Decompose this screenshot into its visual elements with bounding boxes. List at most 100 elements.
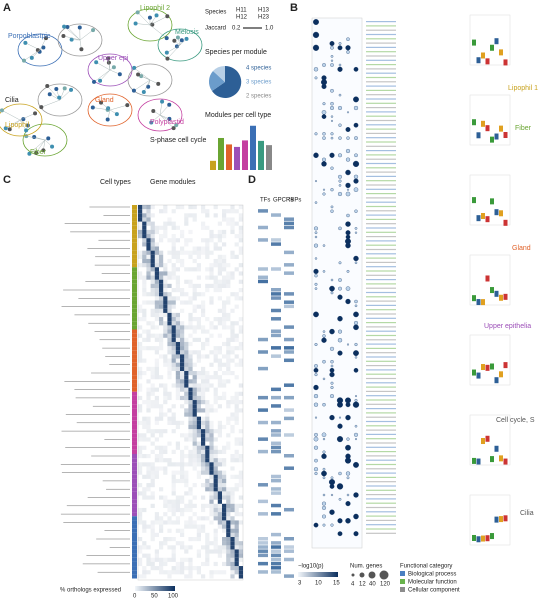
edge — [59, 89, 72, 101]
term-bar — [366, 180, 396, 182]
cell — [209, 445, 214, 450]
type-bar — [132, 458, 137, 463]
cluster-label: Gland — [95, 97, 114, 104]
cell — [142, 292, 147, 297]
cell — [150, 250, 155, 255]
cell — [188, 366, 193, 371]
cell — [167, 321, 172, 326]
cell — [209, 520, 214, 525]
cell — [192, 217, 197, 222]
cell — [196, 267, 201, 272]
category: Molecular function — [408, 580, 457, 586]
cell — [154, 304, 159, 309]
cell — [159, 404, 164, 409]
cell — [217, 474, 222, 479]
cell — [209, 300, 214, 305]
logo-letter — [503, 132, 508, 139]
cell — [180, 499, 185, 504]
type-bar — [132, 541, 137, 546]
cell — [238, 474, 243, 479]
term-bar — [366, 403, 396, 405]
panel-label: D — [248, 174, 256, 186]
cell — [230, 271, 235, 276]
cell — [209, 429, 214, 434]
cell — [188, 205, 193, 210]
cell — [171, 321, 176, 326]
term-bar — [366, 51, 396, 53]
cell — [180, 466, 185, 471]
logo-letter — [472, 119, 476, 126]
cell — [230, 454, 235, 459]
term-bar — [366, 399, 396, 401]
cell — [150, 238, 155, 243]
cell — [271, 395, 281, 400]
cell — [205, 541, 210, 546]
cell — [196, 275, 201, 280]
cell — [159, 300, 164, 305]
type-bar — [132, 487, 137, 492]
logo-letter — [490, 456, 494, 463]
cell — [205, 354, 210, 359]
cell — [234, 561, 239, 567]
cell — [138, 213, 143, 218]
cell — [163, 271, 168, 276]
cell — [226, 416, 231, 421]
cell — [234, 234, 239, 239]
node — [57, 95, 62, 100]
cell — [184, 391, 189, 396]
cell — [171, 512, 176, 517]
node — [165, 14, 170, 19]
cell — [230, 566, 235, 571]
cell — [138, 404, 143, 409]
cell — [201, 503, 206, 508]
cell — [234, 512, 239, 517]
logo-letter — [472, 295, 476, 302]
cell — [284, 250, 294, 255]
cell — [171, 491, 176, 496]
cell — [205, 275, 210, 280]
cell — [142, 209, 147, 214]
cell — [192, 512, 197, 517]
cell — [209, 454, 214, 459]
cell — [213, 561, 218, 567]
cell — [184, 250, 189, 255]
cell — [138, 445, 143, 450]
node — [29, 55, 34, 60]
cell — [234, 408, 239, 413]
term-bar — [366, 455, 396, 457]
cell — [167, 420, 172, 425]
cell — [154, 346, 159, 351]
cell — [284, 292, 294, 296]
cell — [159, 383, 164, 388]
cell — [138, 449, 143, 454]
dot — [313, 522, 319, 528]
cell — [146, 337, 151, 342]
cell — [163, 205, 168, 210]
cell — [138, 470, 143, 475]
cell — [184, 337, 189, 342]
cell — [175, 337, 180, 342]
type-bar — [132, 395, 137, 401]
cell — [188, 213, 193, 218]
cell — [175, 445, 180, 450]
type-bar — [132, 221, 137, 226]
cell — [167, 300, 172, 305]
cell — [226, 350, 231, 355]
edge — [39, 38, 47, 51]
logo-letter — [494, 516, 499, 523]
cell — [201, 246, 206, 251]
dot — [322, 157, 326, 162]
node — [54, 87, 59, 92]
cell — [213, 354, 218, 359]
cell — [217, 263, 222, 268]
cell — [201, 420, 206, 425]
node — [117, 72, 122, 77]
cell — [230, 545, 235, 550]
cell — [213, 462, 218, 467]
cell — [222, 395, 227, 401]
cell — [163, 229, 168, 235]
cell — [138, 557, 143, 562]
cell — [142, 462, 147, 467]
dot — [337, 518, 343, 524]
cell — [142, 487, 147, 492]
